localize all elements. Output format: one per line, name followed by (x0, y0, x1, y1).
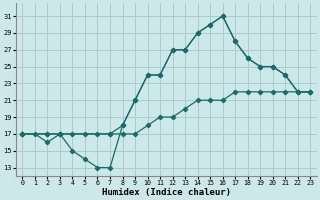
X-axis label: Humidex (Indice chaleur): Humidex (Indice chaleur) (102, 188, 231, 197)
